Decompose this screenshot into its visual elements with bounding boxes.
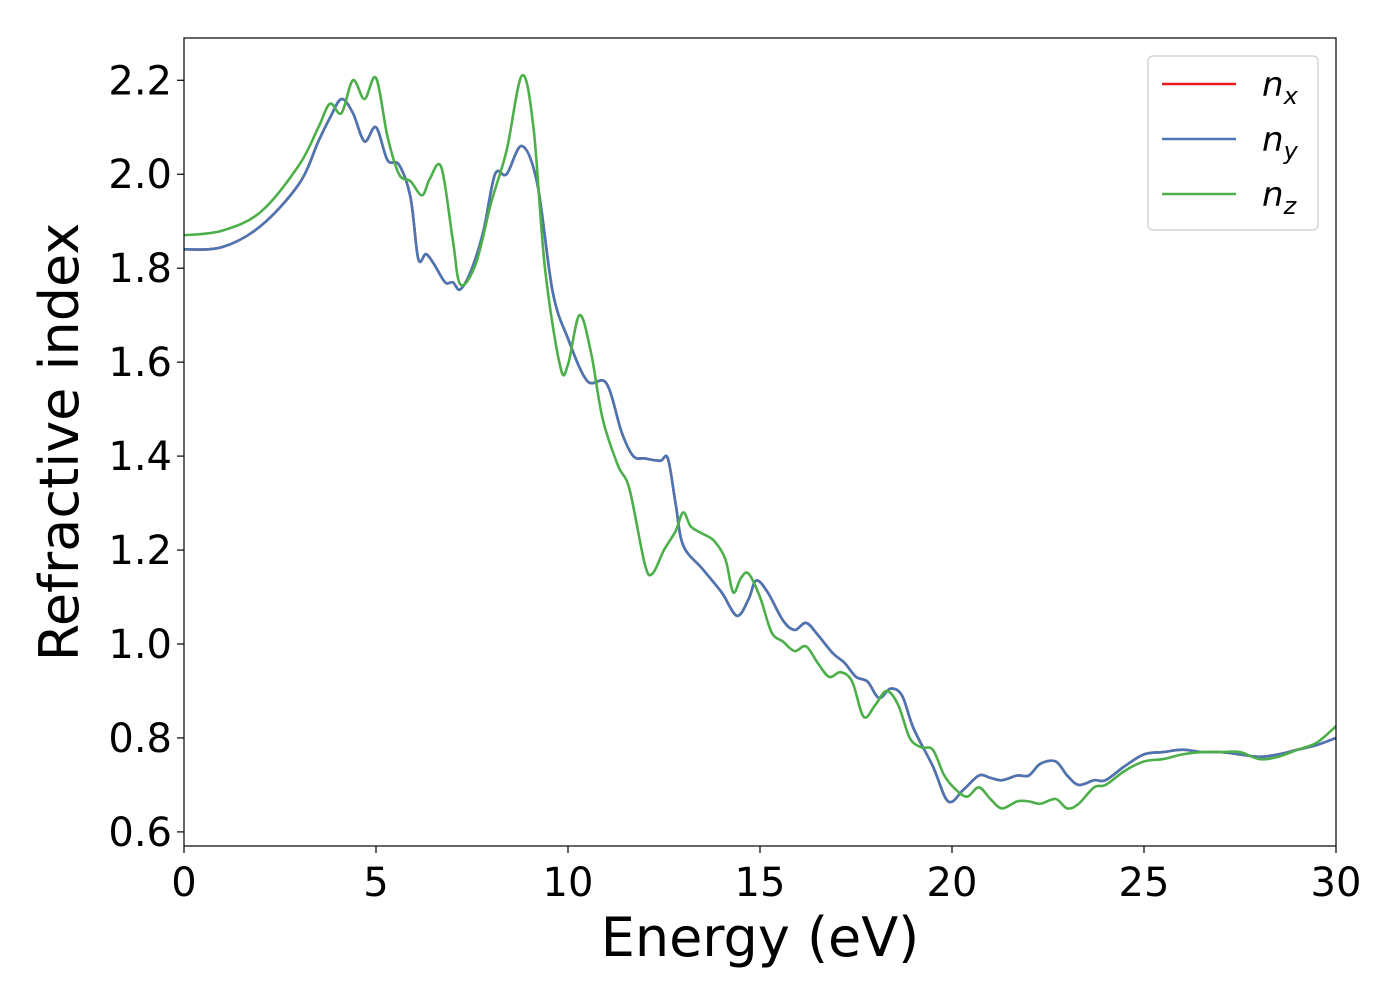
- y-tick-label: 2.2: [108, 58, 172, 104]
- y-tick-label: 1.0: [108, 622, 172, 668]
- legend-label-base: n: [1262, 175, 1284, 215]
- y-tick-label: 0.8: [108, 716, 172, 762]
- series-line-n-y: [184, 97, 1336, 804]
- x-axis: 0 5 10 15 20 25 30: [171, 846, 1361, 906]
- y-axis: 0.6 0.8 1.0 1.2 1.4 1.6 1.8 2.0 2.2: [108, 58, 184, 856]
- x-axis-title: Energy (eV): [601, 906, 920, 969]
- x-tick-label: 30: [1311, 860, 1362, 906]
- y-tick-label: 1.4: [108, 434, 172, 480]
- legend-label-subscript: y: [1283, 137, 1299, 165]
- y-tick-label: 2.0: [108, 152, 172, 198]
- series-line-n-z: [184, 74, 1336, 810]
- x-tick-label: 5: [363, 860, 388, 906]
- y-tick-label: 1.8: [108, 246, 172, 292]
- x-tick-label: 20: [927, 860, 978, 906]
- series-layer: [184, 74, 1336, 810]
- y-tick-label: 1.6: [108, 340, 172, 386]
- y-tick-label: 1.2: [108, 528, 172, 574]
- y-tick-label: 0.6: [108, 810, 172, 856]
- legend-label-subscript: x: [1283, 82, 1299, 110]
- x-tick-label: 25: [1119, 860, 1170, 906]
- legend-label-base: n: [1262, 120, 1284, 160]
- legend-label-n-x: nx: [1262, 65, 1299, 110]
- legend-label-n-y: ny: [1262, 120, 1299, 165]
- legend-label-base: n: [1262, 65, 1284, 105]
- legend-box: [1147, 55, 1319, 231]
- legend-label-n-z: nz: [1262, 175, 1298, 220]
- legend-label-subscript: z: [1283, 192, 1298, 220]
- x-tick-label: 10: [543, 860, 594, 906]
- y-axis-title: Refractive index: [28, 223, 91, 662]
- x-tick-label: 0: [171, 860, 196, 906]
- x-tick-label: 15: [735, 860, 786, 906]
